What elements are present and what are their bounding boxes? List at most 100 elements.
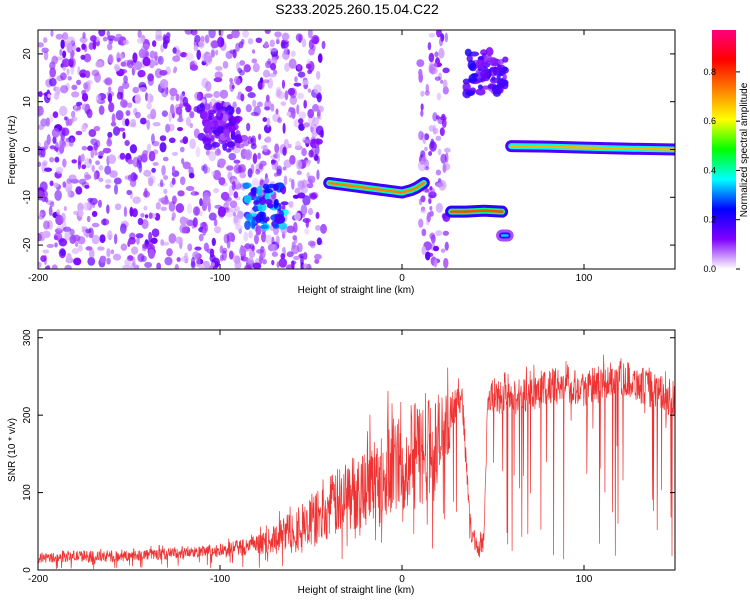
spectrogram-noise-dot <box>124 258 132 267</box>
spectrogram-noise-dot <box>38 42 44 48</box>
spectrogram-noise-dot <box>203 242 209 252</box>
spectrogram-noise-dot <box>235 107 241 115</box>
spectrogram-noise-dot <box>76 79 82 86</box>
colorbar-ticks: 0.0 0.2 0.4 0.6 0.8 <box>703 67 740 274</box>
spectrogram-noise-dot <box>142 190 151 198</box>
spectrogram-noise-dot <box>171 212 176 219</box>
spectrogram-noise-dot <box>429 232 436 240</box>
spectrogram-noise-dot <box>191 189 195 197</box>
y-tick-label: 0 <box>22 146 33 152</box>
spectrogram-noise-dot <box>72 234 81 242</box>
spectrogram-noise-dot <box>91 210 98 218</box>
spectrogram-noise-dot <box>437 116 445 125</box>
spectrogram-blob-dot <box>245 213 253 221</box>
spectrogram-noise-dot <box>175 106 183 115</box>
spectrogram-noise-dot <box>271 259 275 266</box>
spectrogram-blob-dot <box>278 222 288 230</box>
spectrogram-noise-dot <box>213 218 218 227</box>
spectrogram-noise-dot <box>160 206 167 212</box>
spectrogram-noise-dot <box>189 64 199 71</box>
spectrogram-noise-dot <box>143 205 148 211</box>
spectrogram-noise-dot <box>127 174 132 182</box>
spectrogram-noise-dot <box>235 78 241 86</box>
spectrogram-noise-dot <box>175 49 181 57</box>
colorbar-tick-label: 0.0 <box>703 264 716 274</box>
spectrogram-noise-dot <box>54 228 63 234</box>
spectrogram-noise-dot <box>441 118 447 128</box>
spectrogram-noise-dot <box>87 145 94 151</box>
spectrogram-noise-dot <box>106 257 111 265</box>
spectrogram-noise-dot <box>129 178 137 188</box>
spectrogram-noise-dot <box>75 242 79 247</box>
spectrogram-noise-dot <box>77 209 84 217</box>
spectrogram-noise-dot <box>60 212 66 223</box>
spectrogram-noise-dot <box>238 69 245 76</box>
spectrogram-noise-dot <box>440 248 446 253</box>
spectrogram-noise-dot <box>129 144 138 154</box>
spectrogram-noise-dot <box>270 62 277 71</box>
spectrogram-noise-dot <box>428 32 436 38</box>
spectrogram-noise-dot <box>306 178 313 184</box>
spectrogram-noise-dot <box>203 166 211 174</box>
spectrogram-noise-dot <box>264 41 269 48</box>
y-tick-label: -10 <box>22 190 33 205</box>
spectrogram-noise-dot <box>267 77 274 89</box>
spectrogram-noise-dot <box>84 184 90 189</box>
spectrogram-noise-dot <box>171 151 179 156</box>
spectrogram-noise-dot <box>112 126 121 136</box>
spectrogram-noise-dot <box>232 48 237 59</box>
spectrogram-noise-dot <box>226 165 234 171</box>
spectrogram-noise-dot <box>308 39 314 50</box>
spectrogram-noise-dot <box>93 142 99 151</box>
spectrogram-blob-dot <box>256 185 263 196</box>
spectrogram-noise-dot <box>64 230 71 241</box>
spectrogram-noise-dot <box>94 149 98 156</box>
spectrogram-noise-dot <box>93 170 97 181</box>
spectrogram-noise-dot <box>148 212 153 219</box>
spectrogram-noise-dot <box>437 148 442 156</box>
spectrogram-noise-dot <box>97 199 102 208</box>
spectrogram-noise-dot <box>152 122 161 127</box>
spectrogram-noise-dot <box>115 110 124 121</box>
spectrogram-noise-dot <box>141 43 150 50</box>
spectrogram-noise-dot <box>131 208 138 218</box>
spectrogram-noise-dot <box>88 129 97 138</box>
spectrogram-noise-dot <box>442 163 447 173</box>
spectrogram-noise-dot <box>47 93 51 99</box>
spectrogram-noise-dot <box>169 104 175 115</box>
spectrogram-noise-dot <box>85 231 90 238</box>
spectrogram-noise-dot <box>143 169 152 177</box>
spectrogram-noise-dot <box>213 77 223 83</box>
spectrogram-noise-dot <box>276 35 280 44</box>
spectrogram-noise-dot <box>438 47 445 59</box>
spectrogram-noise-dot <box>433 259 438 268</box>
spectrogram-noise-dot <box>286 225 295 234</box>
spectrogram-noise-dot <box>252 153 258 165</box>
spectrogram-noise-dot <box>156 262 162 269</box>
spectrogram-noise-dot <box>85 246 92 251</box>
spectrogram-noise-dot <box>146 119 151 130</box>
spectrogram-noise-dot <box>307 108 315 119</box>
spectrogram-noise-dot <box>155 202 161 210</box>
spectrogram-noise-dot <box>297 192 306 199</box>
spectrogram-noise-dot <box>433 245 440 252</box>
spectrogram-noise-dot <box>137 30 142 39</box>
spectrogram-noise-dot <box>81 225 85 233</box>
spectrogram-noise-dot <box>160 44 165 53</box>
spectrogram-noise-dot <box>49 156 55 163</box>
spectrogram-noise-dot <box>49 114 54 123</box>
spectrogram-noise-dot <box>114 203 122 211</box>
spectrogram-noise-dot <box>443 162 451 171</box>
snr-frame <box>37 329 676 571</box>
spectrogram-noise-dot <box>283 47 289 55</box>
spectrogram-noise-dot <box>122 264 131 269</box>
spectrogram-noise-dot <box>120 243 128 251</box>
spectrogram-noise-dot <box>290 50 296 58</box>
spectrogram-noise-dot <box>433 127 439 135</box>
spectrogram-noise-dot <box>269 47 278 52</box>
spectrogram-track-4 <box>505 140 675 156</box>
spectrogram-noise-dot <box>69 228 75 236</box>
spectrogram-noise-dot <box>190 256 196 268</box>
spectrogram-blob-dot <box>480 49 488 56</box>
spectrogram-noise-dot <box>432 112 438 122</box>
